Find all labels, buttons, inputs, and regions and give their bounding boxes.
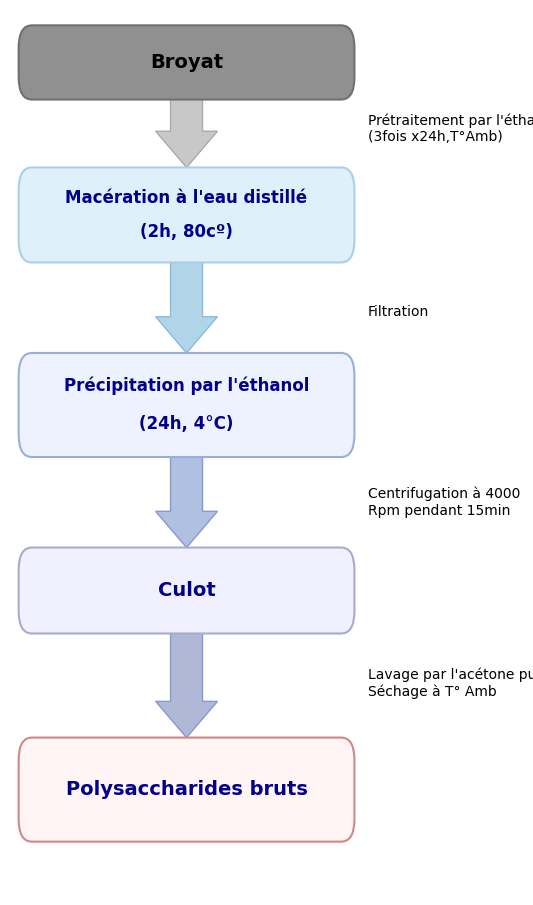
Text: (2h, 80cº): (2h, 80cº) (140, 224, 233, 241)
Text: Culot: Culot (158, 581, 215, 600)
Polygon shape (156, 452, 217, 548)
FancyBboxPatch shape (19, 548, 354, 634)
Text: Lavage par l'acétone puis
Séchage à T° Amb: Lavage par l'acétone puis Séchage à T° A… (368, 668, 533, 699)
Text: Filtration: Filtration (368, 305, 429, 319)
Text: Précipitation par l'éthanol: Précipitation par l'éthanol (64, 376, 309, 395)
Text: Prétraitement par l'éthanol
(3fois x24h,T°Amb): Prétraitement par l'éthanol (3fois x24h,… (368, 113, 533, 144)
FancyBboxPatch shape (19, 353, 354, 457)
Text: Macération à l'eau distillé: Macération à l'eau distillé (66, 189, 308, 206)
Text: Broyat: Broyat (150, 53, 223, 71)
FancyBboxPatch shape (19, 738, 354, 842)
Polygon shape (156, 629, 217, 738)
Polygon shape (156, 258, 217, 353)
Text: (24h, 4°C): (24h, 4°C) (139, 415, 234, 433)
Text: Centrifugation à 4000
Rpm pendant 15min: Centrifugation à 4000 Rpm pendant 15min (368, 487, 520, 518)
Text: Polysaccharides bruts: Polysaccharides bruts (66, 780, 308, 799)
FancyBboxPatch shape (19, 167, 354, 262)
Polygon shape (156, 95, 217, 167)
FancyBboxPatch shape (19, 25, 354, 100)
